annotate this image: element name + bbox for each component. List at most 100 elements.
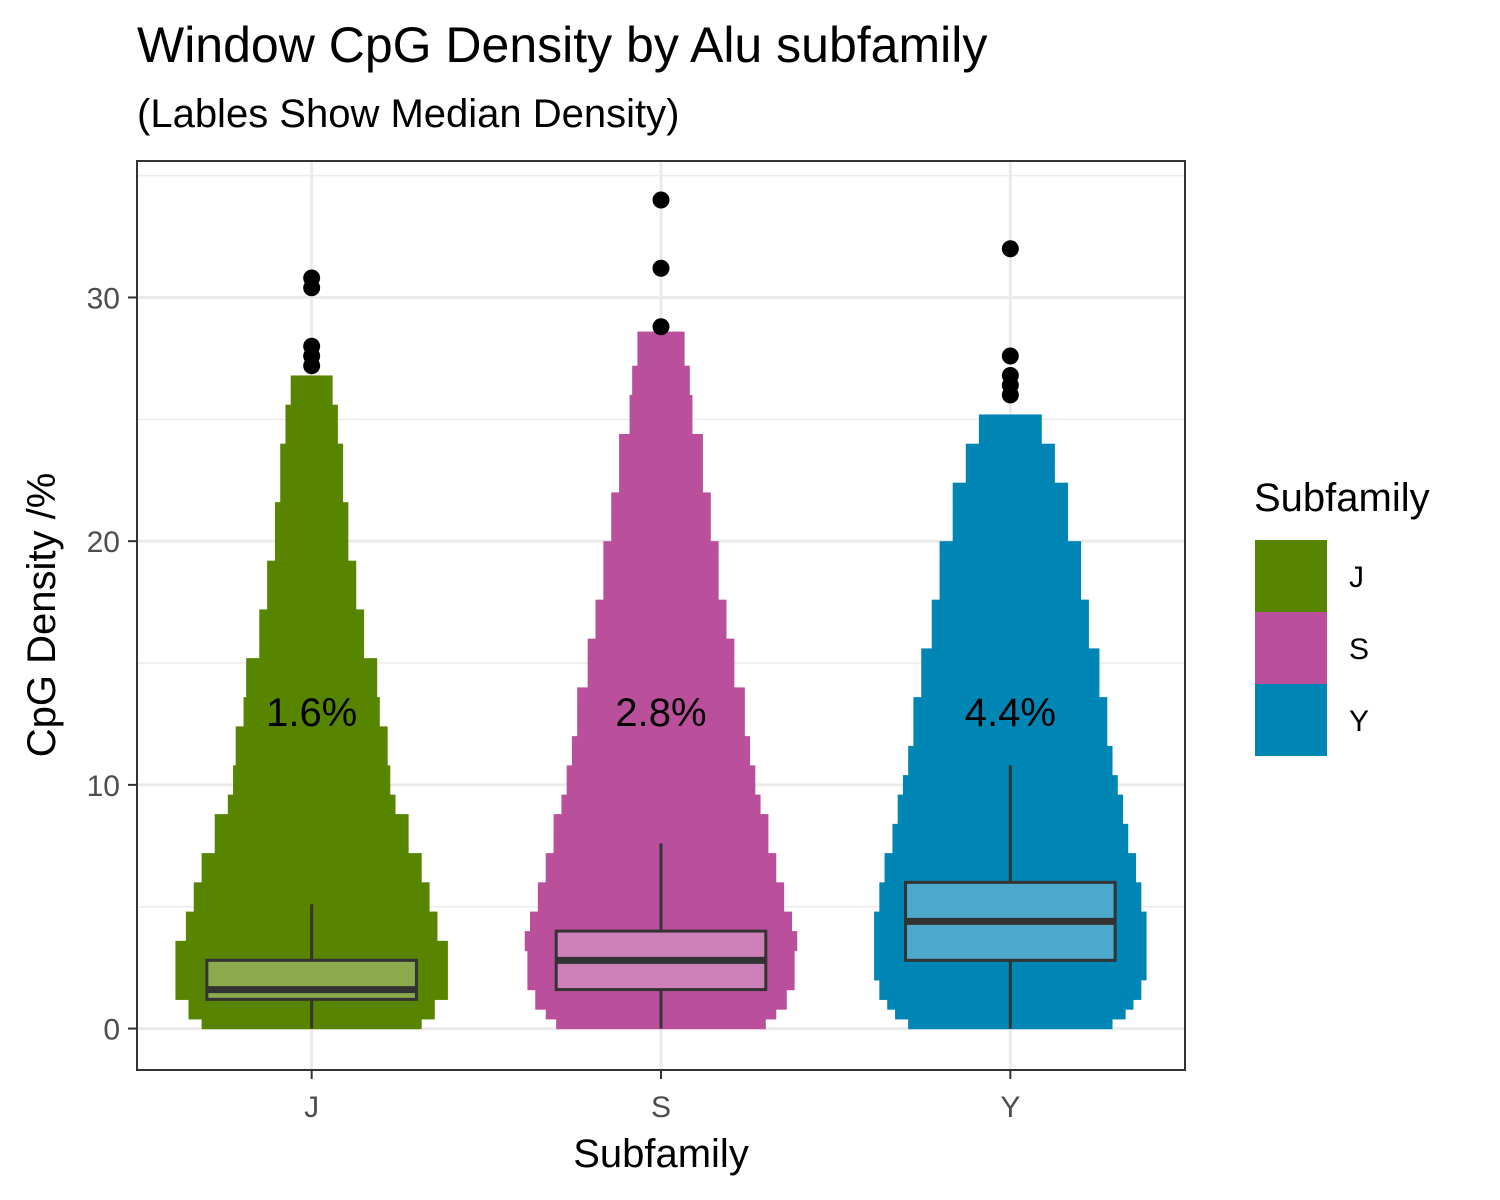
chart-subtitle: (Lables Show Median Density) <box>137 92 679 136</box>
violin-bin <box>939 560 1082 572</box>
violin-bin <box>553 823 769 835</box>
outlier-point <box>1001 240 1019 258</box>
violin-bin <box>243 697 380 708</box>
violin-bin <box>227 794 396 805</box>
violin-bin <box>637 346 685 357</box>
violin-bin <box>267 570 357 581</box>
violin-bin <box>913 716 1108 727</box>
violin-bin <box>629 404 693 416</box>
violin-bin <box>952 511 1068 523</box>
violin-bin <box>939 580 1082 591</box>
violin-bin <box>566 765 756 776</box>
violin-bin <box>259 619 365 630</box>
violin-bin <box>259 628 365 640</box>
violin-bin <box>921 658 1100 669</box>
violin-bin <box>571 745 751 757</box>
y-axis: 0 10 20 30 <box>87 282 137 1047</box>
violin-bin <box>243 706 380 718</box>
violin-bin <box>913 706 1108 718</box>
y-axis-title: CpG Density /% <box>20 473 64 758</box>
violin-bin <box>913 697 1108 708</box>
violin-bin <box>577 687 745 698</box>
violin-bin <box>235 755 388 766</box>
violin-bin <box>267 599 357 611</box>
violin-bin <box>566 784 756 796</box>
violin-bin <box>611 492 711 503</box>
violin-bin <box>908 755 1113 766</box>
violin-bin <box>603 550 719 562</box>
x-tick-label: J <box>304 1091 319 1124</box>
violin-bin <box>629 394 693 406</box>
violin-bin <box>214 814 409 825</box>
violin-bin <box>595 599 727 611</box>
violin-bin <box>246 658 378 669</box>
y-tick-label: 0 <box>103 1014 120 1047</box>
violin-bin <box>201 853 422 864</box>
violin-bin <box>921 687 1100 698</box>
median-label-Y: 4.4% <box>965 691 1056 735</box>
violin-bin <box>632 385 690 396</box>
violin-bin <box>571 755 751 766</box>
violin-bin <box>233 784 391 796</box>
legend-label-Y: Y <box>1349 705 1369 738</box>
violin-bin <box>280 482 344 494</box>
violin-bin <box>259 648 365 659</box>
violin-bin <box>267 580 357 591</box>
violin-bin <box>561 794 761 805</box>
outlier-point <box>652 259 670 277</box>
violin-bin <box>939 541 1082 552</box>
boxplot-Y <box>904 765 1117 1029</box>
violin-bin <box>235 726 388 737</box>
violin-bin <box>274 502 349 513</box>
violin-bin <box>595 628 727 640</box>
violin-bin <box>952 531 1068 542</box>
legend: Subfamily J S Y <box>1254 476 1430 756</box>
violin-bin <box>274 531 349 542</box>
legend-label-J: J <box>1349 561 1364 594</box>
violin-bin <box>978 414 1042 425</box>
violin-bin <box>603 541 719 552</box>
violin-bin <box>603 570 719 581</box>
boxplot-S <box>554 843 768 1029</box>
violin-bin <box>611 511 711 523</box>
violin-bin <box>611 531 711 542</box>
violin-bin <box>603 560 719 572</box>
violin-bin <box>965 472 1055 484</box>
median-label-J: 1.6% <box>266 691 357 735</box>
outlier-point <box>1001 347 1019 365</box>
box-iqr <box>205 958 418 1001</box>
y-tick-label: 10 <box>87 770 120 803</box>
outlier-point <box>1001 366 1019 384</box>
violin-bin <box>259 638 365 649</box>
violin-bin <box>267 560 357 572</box>
violin-bin <box>285 424 338 435</box>
violin-bin <box>619 472 703 484</box>
outlier-point <box>303 337 321 355</box>
violin-bin <box>603 580 719 591</box>
violin-bin <box>587 658 735 669</box>
violin-bin <box>978 433 1042 445</box>
violin-bin <box>978 424 1042 435</box>
violin-bin <box>259 609 365 620</box>
violin-bin <box>952 502 1068 513</box>
y-tick-label: 20 <box>87 526 120 559</box>
violin-bin <box>632 375 690 386</box>
violin-bin <box>214 843 409 854</box>
violin-bin <box>931 619 1089 630</box>
violin-bin <box>619 453 703 464</box>
violin-bin <box>243 716 380 727</box>
violin-bin <box>553 833 769 844</box>
violin-bin <box>285 404 338 416</box>
outlier-layer <box>303 191 1019 404</box>
violin-bin <box>921 667 1100 679</box>
y-tick-label: 30 <box>87 282 120 315</box>
violin-bin <box>921 648 1100 659</box>
violin-bin <box>939 550 1082 562</box>
legend-title: Subfamily <box>1254 476 1430 520</box>
outlier-point <box>652 318 670 336</box>
violin-bin <box>280 492 344 503</box>
median-label-S: 2.8% <box>615 691 706 735</box>
violin-bin <box>913 736 1108 747</box>
violin-bin <box>931 628 1089 640</box>
